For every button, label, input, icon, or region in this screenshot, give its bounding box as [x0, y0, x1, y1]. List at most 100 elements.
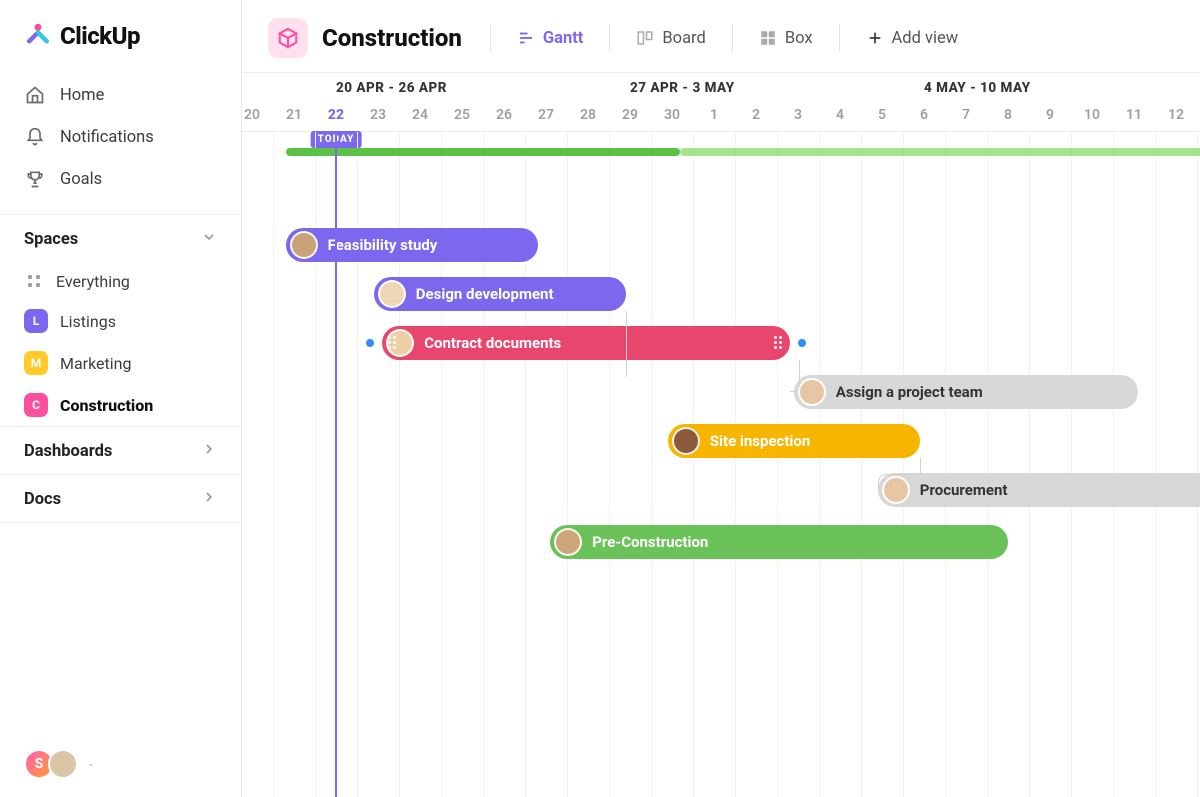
day-label[interactable]: 20: [242, 107, 262, 123]
logo-icon: [24, 22, 52, 50]
progress-bar: [680, 148, 1200, 156]
week-label: 20 APR - 26 APR: [336, 80, 447, 96]
day-label[interactable]: 3: [788, 107, 808, 123]
nav-main: Home Notifications Goals: [0, 66, 241, 214]
chevron-down-icon: [201, 229, 217, 250]
sidebar-item-listings[interactable]: LListings: [0, 300, 241, 342]
assignee-avatar[interactable]: [798, 378, 826, 406]
dependency-link: [790, 360, 800, 392]
project-title: Construction: [322, 24, 462, 52]
spaces-header[interactable]: Spaces: [0, 215, 241, 262]
home-icon: [24, 84, 46, 106]
divider: [490, 24, 491, 52]
day-label[interactable]: 8: [998, 107, 1018, 123]
day-label[interactable]: 5: [872, 107, 892, 123]
view-gantt[interactable]: Gantt: [505, 23, 596, 54]
view-label: Add view: [892, 29, 959, 48]
grid-icon: [24, 271, 44, 291]
day-label[interactable]: 22: [326, 107, 346, 123]
task-label: Procurement: [920, 481, 1008, 499]
user-avatar[interactable]: [48, 749, 78, 779]
docs-section: Docs: [0, 474, 241, 523]
task-contract[interactable]: Contract documents: [382, 326, 789, 360]
add-view-button[interactable]: Add view: [854, 23, 971, 54]
brand-logo[interactable]: ClickUp: [0, 18, 241, 66]
day-label[interactable]: 11: [1124, 107, 1144, 123]
view-board[interactable]: Board: [624, 23, 717, 54]
docs-header[interactable]: Docs: [0, 475, 241, 522]
assignee-avatar[interactable]: [290, 231, 318, 259]
task-label: Feasibility study: [328, 236, 438, 254]
board-icon: [636, 29, 654, 47]
day-label[interactable]: 27: [536, 107, 556, 123]
day-label[interactable]: 29: [620, 107, 640, 123]
view-label: Board: [662, 29, 705, 48]
nav-goals[interactable]: Goals: [0, 158, 241, 200]
assignee-avatar[interactable]: [554, 528, 582, 556]
plus-icon: [866, 29, 884, 47]
nav-label: Notifications: [60, 128, 154, 147]
app-root: ClickUp Home Notifications Goals: [0, 0, 1200, 797]
day-label[interactable]: 9: [1040, 107, 1060, 123]
spaces-list: LListingsMMarketingCConstruction: [0, 300, 241, 426]
drag-handle[interactable]: [774, 336, 782, 349]
section-title: Docs: [24, 490, 61, 509]
gantt-canvas: Feasibility study Design development Contr…: [242, 132, 1200, 797]
sidebar-item-construction[interactable]: CConstruction: [0, 384, 241, 426]
dependency-link: [668, 409, 794, 410]
dependency-link: [920, 458, 921, 474]
task-assign[interactable]: Assign a project team: [794, 375, 1138, 409]
day-label[interactable]: 28: [578, 107, 598, 123]
task-precon[interactable]: Pre-Construction: [550, 525, 1008, 559]
space-label: Everything: [56, 272, 130, 291]
view-box[interactable]: Box: [747, 23, 825, 54]
day-label[interactable]: 26: [494, 107, 514, 123]
gantt-chart[interactable]: Feasibility study Design development Contr…: [242, 132, 1200, 797]
day-label[interactable]: 25: [452, 107, 472, 123]
sidebar-item-everything[interactable]: Everything: [0, 262, 241, 300]
dependency-link: [626, 311, 627, 377]
task-label: Pre-Construction: [592, 533, 708, 551]
assignee-avatar[interactable]: [672, 427, 700, 455]
section-title: Dashboards: [24, 442, 112, 461]
task-feasibility[interactable]: Feasibility study: [286, 228, 538, 262]
day-label[interactable]: 6: [914, 107, 934, 123]
bell-icon: [24, 126, 46, 148]
caret-down-icon[interactable]: [86, 755, 96, 774]
timeline-header: 20 APR - 26 APR27 APR - 3 MAY4 MAY - 10 …: [242, 72, 1200, 132]
trophy-icon: [24, 168, 46, 190]
day-label[interactable]: 2: [746, 107, 766, 123]
assignee-avatar[interactable]: [378, 280, 406, 308]
section-title: Spaces: [24, 230, 78, 249]
week-label: 4 MAY - 10 MAY: [924, 80, 1031, 96]
task-procurement[interactable]: Procurement: [878, 473, 1200, 507]
day-label[interactable]: 30: [662, 107, 682, 123]
link-dot[interactable]: [366, 339, 374, 347]
task-site[interactable]: Site inspection: [668, 424, 920, 458]
task-design[interactable]: Design development: [374, 277, 626, 311]
box-icon: [759, 29, 777, 47]
gantt-icon: [517, 29, 535, 47]
day-label[interactable]: 7: [956, 107, 976, 123]
day-label[interactable]: 1: [704, 107, 724, 123]
nav-home[interactable]: Home: [0, 74, 241, 116]
task-label: Contract documents: [424, 334, 561, 352]
day-label[interactable]: 24: [410, 107, 430, 123]
day-label[interactable]: 21: [284, 107, 304, 123]
day-label[interactable]: 23: [368, 107, 388, 123]
project-header: Construction Gantt Board Box: [242, 0, 1200, 72]
nav-label: Home: [60, 86, 104, 105]
space-badge: M: [24, 351, 48, 375]
day-label[interactable]: 4: [830, 107, 850, 123]
day-label[interactable]: 10: [1082, 107, 1102, 123]
nav-notifications[interactable]: Notifications: [0, 116, 241, 158]
divider: [839, 24, 840, 52]
nav-label: Goals: [60, 170, 102, 189]
sidebar-item-marketing[interactable]: MMarketing: [0, 342, 241, 384]
day-label[interactable]: 12: [1166, 107, 1186, 123]
drag-handle[interactable]: [388, 336, 396, 349]
divider: [732, 24, 733, 52]
space-label: Listings: [60, 312, 116, 331]
link-dot[interactable]: [798, 339, 806, 347]
dashboards-header[interactable]: Dashboards: [0, 427, 241, 474]
